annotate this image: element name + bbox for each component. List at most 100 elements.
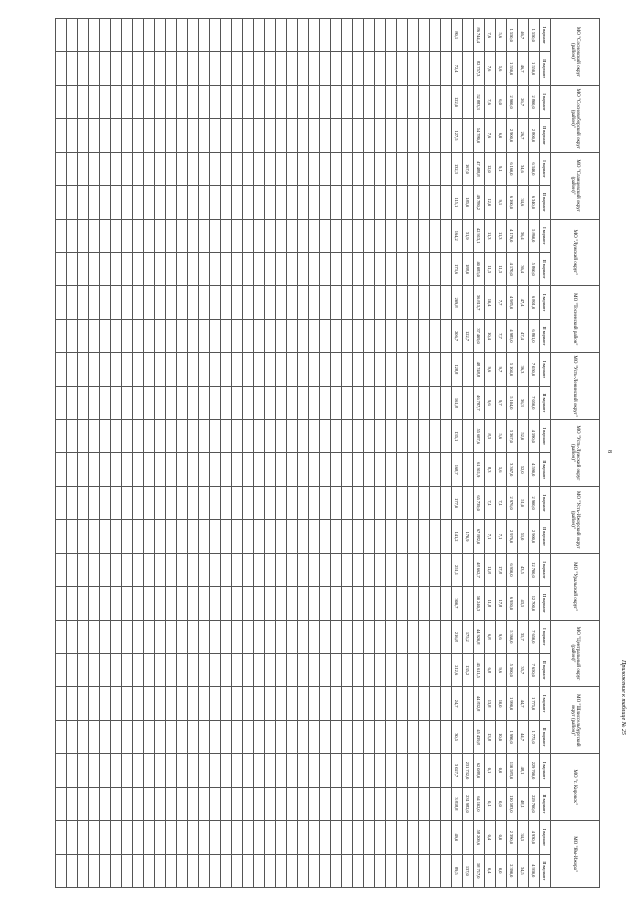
blank-cell [363, 820, 375, 855]
blank-cell [440, 620, 452, 654]
blank-cell [363, 18, 375, 52]
cell: 7 650,0 [528, 620, 540, 654]
blank-cell [374, 452, 386, 487]
blank-row [396, 18, 408, 888]
blank-cell [264, 586, 276, 621]
blank-cell [154, 720, 166, 754]
blank-cell [176, 653, 188, 687]
variant-header: II вариант [539, 185, 551, 220]
blank-cell [264, 85, 276, 119]
blank-cell [264, 486, 276, 520]
data-row: 1 550,0 1 550,0 2 800,0 2 800,0 6 340,0 6 340… [528, 18, 540, 888]
blank-cell [55, 620, 67, 654]
blank-cell [66, 319, 78, 353]
cell: 2 900,0 [506, 118, 518, 153]
blank-cell [209, 252, 221, 286]
blank-cell [176, 252, 188, 286]
data-row: 86 744,4 82 757,3 52 883,3 54 780,0 47 488,8… [473, 18, 485, 888]
blank-cell [154, 386, 166, 420]
blank-cell [429, 753, 441, 788]
blank-cell [374, 85, 386, 119]
cell: 4 590,0 [528, 452, 540, 487]
blank-cell [286, 51, 298, 86]
blank-cell [440, 85, 452, 119]
blank-cell [143, 185, 155, 220]
blank-cell [209, 553, 221, 587]
blank-cell [220, 18, 232, 52]
blank-row [352, 18, 364, 888]
blank-cell [110, 486, 122, 520]
blank-cell [297, 419, 309, 453]
blank-cell [66, 720, 78, 754]
blank-cell [418, 720, 430, 754]
blank-cell [352, 18, 364, 52]
blank-cell [264, 854, 276, 888]
blank-cell [176, 219, 188, 253]
blank-cell [88, 185, 100, 220]
cell: 5,6 [495, 18, 507, 52]
blank-cell [308, 185, 320, 220]
blank-cell [374, 152, 386, 186]
cell [462, 452, 474, 487]
blank-cell [55, 85, 67, 119]
blank-cell [330, 553, 342, 587]
blank-cell [176, 419, 188, 453]
blank-cell [231, 620, 243, 654]
cell: 11,8 [484, 586, 496, 621]
blank-cell [176, 854, 188, 888]
blank-cell [209, 285, 221, 320]
blank-cell [143, 519, 155, 554]
blank-cell [440, 519, 452, 554]
blank-cell [429, 185, 441, 220]
blank-cell [231, 686, 243, 721]
cell: 2 976,0 [506, 486, 518, 520]
blank-cell [330, 854, 342, 888]
blank-cell [55, 653, 67, 687]
cell: 12,0 [484, 185, 496, 220]
blank-cell [429, 219, 441, 253]
blank-cell [319, 185, 331, 220]
cell [462, 285, 474, 320]
blank-cell [429, 319, 441, 353]
blank-cell [66, 152, 78, 186]
blank-cell [66, 753, 78, 788]
blank-row [330, 18, 342, 888]
blank-cell [297, 486, 309, 520]
blank-cell [297, 686, 309, 721]
variant-header: II вариант [539, 854, 551, 888]
blank-cell [187, 152, 199, 186]
blank-cell [165, 686, 177, 721]
blank-cell [440, 319, 452, 353]
blank-cell [330, 820, 342, 855]
blank-cell [88, 854, 100, 888]
blank-cell [66, 252, 78, 286]
cell: 6 801,0 [528, 319, 540, 353]
blank-cell [396, 51, 408, 86]
blank-cell [374, 352, 386, 387]
blank-cell [99, 419, 111, 453]
blank-cell [77, 686, 89, 721]
blank-cell [374, 620, 386, 654]
blank-cell [99, 152, 111, 186]
blank-cell [286, 787, 298, 821]
blank-cell [341, 219, 353, 253]
cell: 6 950,0 [506, 586, 518, 621]
blank-cell [77, 118, 89, 153]
cell: 7,1 [495, 519, 507, 554]
blank-cell [440, 486, 452, 520]
blank-cell [407, 653, 419, 687]
cell: 127,5 [451, 118, 463, 153]
blank-cell [110, 118, 122, 153]
blank-cell [286, 519, 298, 554]
blank-cell [341, 452, 353, 487]
blank-cell [264, 219, 276, 253]
cell: 6 340,0 [528, 152, 540, 186]
blank-cell [319, 152, 331, 186]
blank-cell [187, 620, 199, 654]
blank-cell [374, 118, 386, 153]
blank-cell [297, 352, 309, 387]
blank-cell [209, 51, 221, 86]
blank-cell [341, 854, 353, 888]
cell: 30,5 [451, 720, 463, 754]
cell: 7,1 [495, 486, 507, 520]
